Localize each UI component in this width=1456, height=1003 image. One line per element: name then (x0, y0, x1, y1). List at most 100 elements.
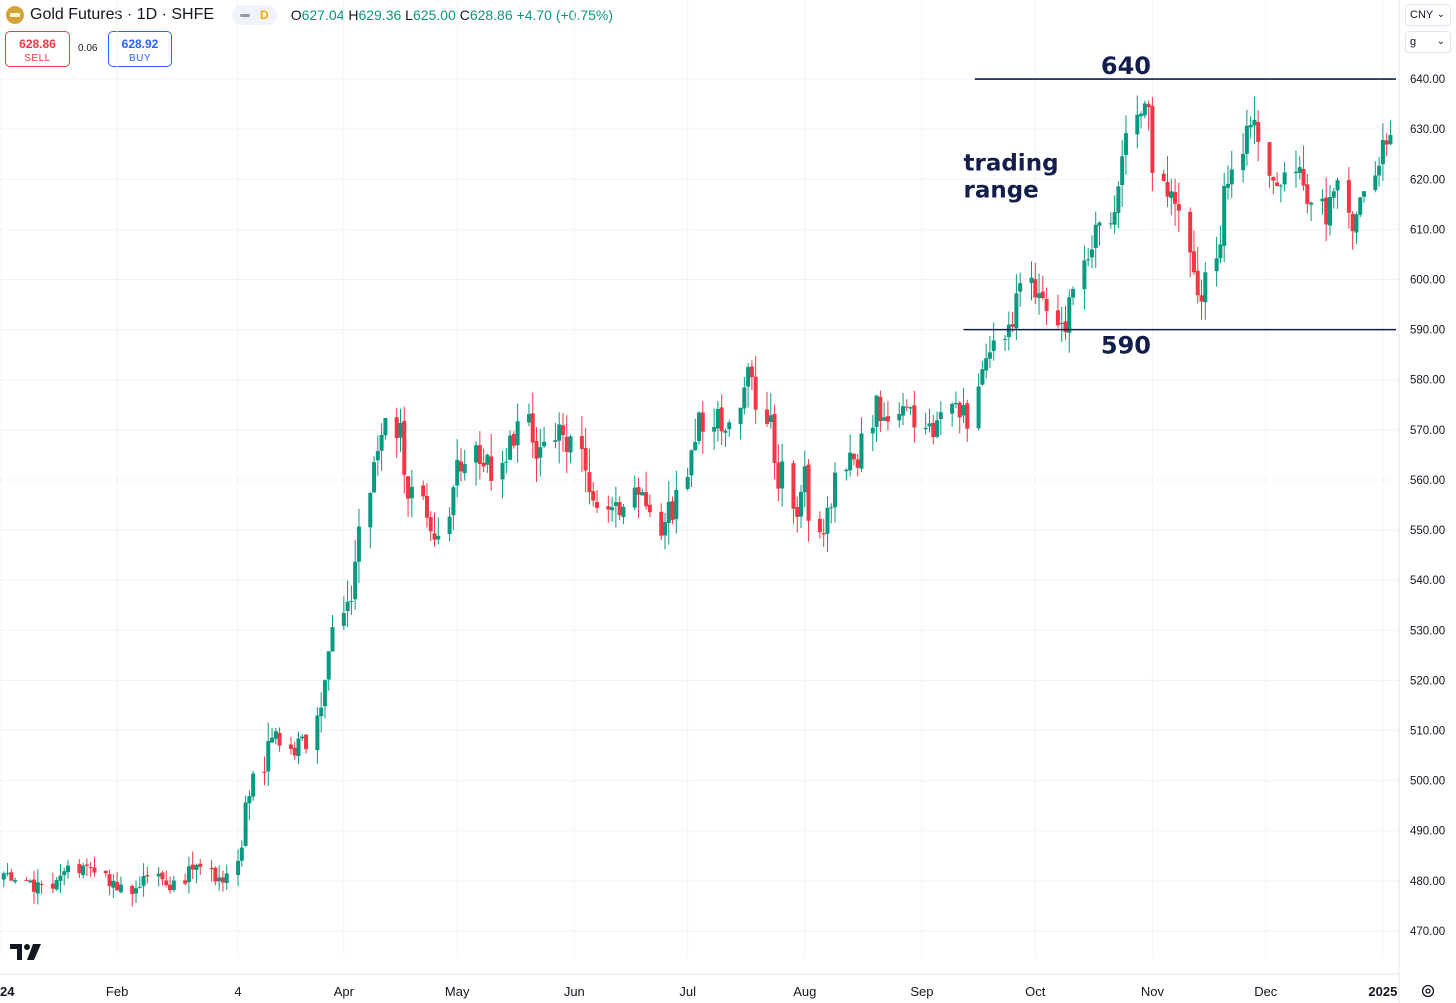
candle-body (209, 867, 214, 870)
open-value: 627.04 (301, 7, 345, 23)
candle-body (987, 352, 992, 359)
y-tick-label: 490.00 (1410, 826, 1445, 838)
candle-body (66, 865, 71, 873)
candle-body (935, 420, 940, 437)
candle-body (1029, 277, 1034, 283)
candle-body (526, 413, 531, 423)
candle-body (780, 461, 785, 489)
chart-grid (0, 0, 1398, 956)
candle-body (481, 462, 486, 467)
y-tick-label: 600.00 (1410, 275, 1445, 287)
x-tick-label: May (445, 984, 470, 999)
candle-body (674, 489, 679, 520)
gear-icon[interactable] (1420, 983, 1436, 999)
candle-body (1350, 213, 1355, 232)
candle-body (1301, 168, 1306, 186)
candle-body (765, 409, 770, 424)
candle-body (897, 413, 902, 421)
candle-body (1229, 169, 1234, 185)
candle-body (1108, 223, 1113, 225)
candle-body (54, 880, 59, 890)
candle-body (296, 738, 301, 757)
annotation-line: trading (963, 150, 1058, 176)
unit-selector[interactable]: g ⌄ (1405, 31, 1451, 53)
candle-body (28, 880, 33, 883)
interval-toggle[interactable]: D (232, 5, 277, 25)
interval-badge: D (260, 8, 269, 22)
candle-body (568, 436, 573, 453)
high-value: 629.36 (358, 7, 402, 23)
candle-body (825, 507, 830, 534)
candle-body (266, 740, 271, 772)
candle-body (776, 462, 781, 489)
candle-body (908, 407, 913, 409)
candle-body (1380, 139, 1385, 165)
candle-body (270, 737, 275, 743)
candle-body (1116, 186, 1121, 213)
candle-body (844, 469, 849, 472)
currency-value: CNY (1410, 9, 1434, 21)
candle-body (738, 407, 743, 425)
candle-body (1256, 121, 1261, 142)
candle-body (1010, 324, 1015, 327)
candle-body (833, 472, 838, 508)
x-tick-label: Feb (106, 984, 128, 999)
y-tick-label: 640.00 (1410, 74, 1445, 86)
candle-body (1067, 297, 1072, 333)
candle-body (1275, 182, 1280, 187)
candle-body (961, 405, 966, 416)
candle-body (689, 450, 694, 476)
candle-body (88, 866, 93, 868)
close-value: 628.86 (469, 7, 513, 23)
currency-selector[interactable]: CNY ⌄ (1405, 4, 1451, 26)
candle-body (118, 884, 123, 893)
candle-body (1203, 272, 1208, 303)
candle-body (636, 487, 641, 495)
candle-body (330, 627, 335, 652)
y-tick-label: 500.00 (1410, 776, 1445, 788)
candle-body (953, 402, 958, 405)
candle-body (1071, 289, 1076, 298)
candle-body (1278, 185, 1283, 187)
candle-body (1093, 224, 1098, 248)
sell-label: SELL (24, 53, 51, 64)
candle-body (885, 416, 890, 422)
candle-body (190, 864, 195, 870)
candle-body (500, 462, 505, 480)
candle-body (251, 773, 256, 797)
candle-body (587, 472, 592, 493)
candle-body (530, 413, 535, 443)
candle-body (791, 463, 796, 509)
candle-body (504, 461, 509, 463)
candle-body (485, 454, 490, 465)
candle-body (243, 802, 248, 846)
candle-body (697, 412, 701, 442)
candle-body (239, 847, 244, 861)
candle-body (1146, 104, 1151, 108)
candle-body (927, 423, 932, 427)
chart-header: Gold Futures · 1D · SHFE D O627.04 H629.… (6, 4, 613, 26)
candle-body (402, 420, 407, 475)
y-tick-label: 590.00 (1410, 325, 1445, 337)
candle-body (1089, 249, 1094, 258)
y-tick-label: 540.00 (1410, 575, 1445, 587)
candle-body (247, 796, 252, 804)
candle-body (356, 526, 361, 562)
candle-body (345, 601, 350, 612)
chevron-down-icon: ⌄ (1436, 36, 1445, 47)
candle-body (666, 501, 671, 523)
buy-button[interactable]: 628.92 BUY (108, 31, 172, 67)
candle-body (508, 435, 513, 460)
gold-bars-icon (6, 6, 24, 24)
candle-body (938, 412, 943, 420)
candle-body (424, 495, 429, 518)
candle-body (103, 870, 108, 874)
annotation-line: range (963, 177, 1038, 203)
candle-body (92, 867, 97, 873)
sell-button[interactable]: 628.86 SELL (5, 31, 70, 67)
candle-body (719, 407, 724, 432)
candle-body (141, 875, 146, 886)
symbol-title[interactable]: Gold Futures · 1D · SHFE (30, 6, 215, 23)
